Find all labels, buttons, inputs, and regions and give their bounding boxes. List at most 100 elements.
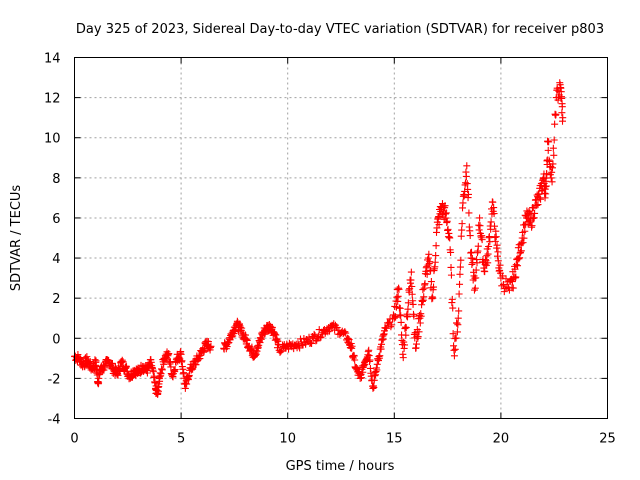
data-point (458, 226, 466, 234)
data-point (489, 198, 497, 206)
data-point (444, 225, 452, 233)
data-point (391, 302, 399, 310)
data-point (376, 352, 384, 360)
data-point (414, 333, 422, 341)
data-point (475, 226, 483, 234)
data-point (415, 311, 423, 319)
data-point (453, 328, 461, 336)
data-point (417, 312, 425, 320)
data-point (412, 340, 420, 348)
data-point (416, 319, 424, 327)
data-point (151, 379, 159, 387)
data-point (450, 342, 458, 350)
data-point (408, 283, 416, 291)
data-point (534, 201, 542, 209)
data-point (410, 312, 418, 320)
data-point (503, 283, 511, 291)
data-point (402, 331, 410, 339)
data-point (147, 356, 155, 364)
data-point (528, 222, 536, 230)
data-point (476, 222, 484, 230)
data-point (404, 313, 412, 321)
data-point (558, 109, 566, 117)
data-point (554, 86, 562, 94)
data-point (452, 334, 460, 342)
data-point (485, 243, 493, 251)
data-point (472, 266, 480, 274)
data-point (491, 237, 499, 245)
x-tick-label: 10 (279, 432, 296, 447)
data-point (449, 330, 457, 338)
data-point (508, 278, 516, 286)
data-point (468, 260, 476, 268)
data-point (454, 321, 462, 329)
x-tick-label: 0 (70, 432, 78, 447)
data-point (297, 338, 305, 346)
data-point (545, 138, 553, 146)
data-point (529, 215, 537, 223)
y-tick-label: 10 (44, 132, 61, 147)
data-point (456, 270, 464, 278)
data-point (556, 81, 564, 89)
data-point (492, 233, 500, 241)
chart-title: Day 325 of 2023, Sidereal Day-to-day VTE… (76, 22, 604, 37)
data-point (392, 313, 400, 321)
data-point (408, 290, 416, 298)
data-point (441, 202, 449, 210)
data-point (455, 290, 463, 298)
data-point (156, 377, 164, 385)
data-point (396, 311, 404, 319)
data-point (390, 314, 398, 322)
data-point (383, 324, 391, 332)
data-point (189, 365, 197, 373)
data-point (333, 324, 341, 332)
data-point (393, 293, 401, 301)
data-point (310, 330, 318, 338)
data-point (487, 225, 495, 233)
data-point (351, 356, 359, 364)
data-point (473, 259, 481, 267)
data-points (71, 79, 567, 398)
data-point (443, 217, 451, 225)
data-point (341, 328, 349, 336)
data-point (494, 248, 502, 256)
data-point (537, 195, 545, 203)
data-point (324, 328, 332, 336)
data-point (548, 178, 556, 186)
data-point (366, 356, 374, 364)
data-point (517, 247, 525, 255)
data-point (484, 250, 492, 258)
data-point (305, 333, 313, 341)
data-point (533, 201, 541, 209)
y-tick-label: 0 (52, 332, 60, 347)
data-point (550, 151, 558, 159)
data-point (236, 323, 244, 331)
data-point (501, 284, 509, 292)
data-point (509, 284, 517, 292)
data-point (541, 194, 549, 202)
data-point (407, 276, 415, 284)
data-point (427, 278, 435, 286)
data-point (238, 324, 246, 332)
data-point (455, 307, 463, 315)
data-point (438, 211, 446, 219)
data-point (543, 170, 551, 178)
data-point (425, 250, 433, 258)
data-point (457, 232, 465, 240)
y-axis-label: SDTVAR / TECUs (9, 185, 24, 292)
data-point (462, 179, 470, 187)
data-point (143, 369, 151, 377)
data-point (487, 218, 495, 226)
data-point (114, 371, 122, 379)
data-point (431, 258, 439, 266)
data-point (448, 295, 456, 303)
data-point (404, 305, 412, 313)
data-point (397, 312, 405, 320)
data-point (481, 268, 489, 276)
data-point (463, 162, 471, 170)
data-point (470, 286, 478, 294)
data-point (167, 363, 175, 371)
data-point (544, 137, 552, 145)
data-point (467, 249, 475, 257)
data-point (548, 168, 556, 176)
